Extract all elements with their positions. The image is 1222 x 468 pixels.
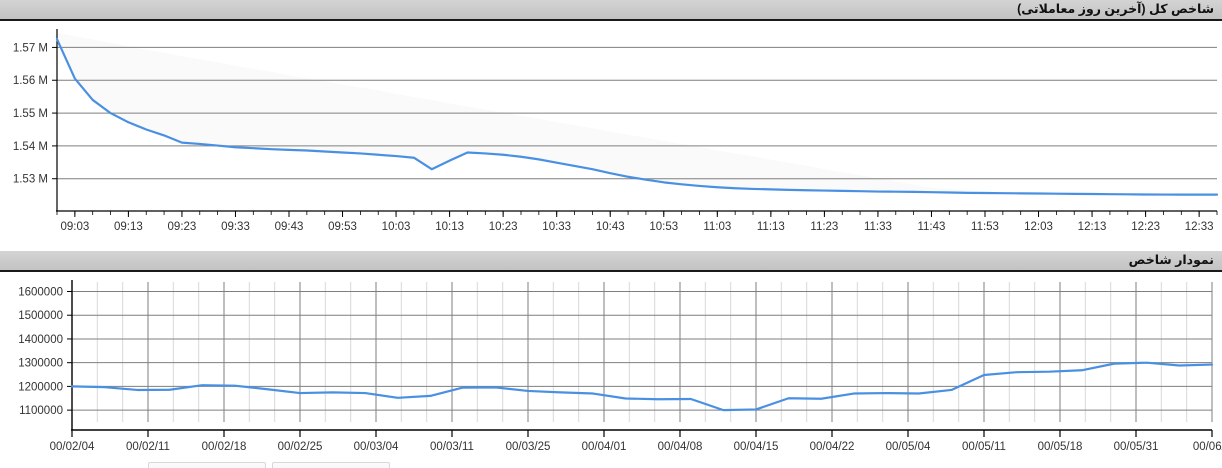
- x-tick-label: 09:23: [168, 221, 197, 233]
- y-tick-label: 1.57 M: [13, 42, 48, 54]
- y-tick-label: 1200000: [18, 381, 63, 393]
- intraday-index-chart[interactable]: 1.53 M 1.54 M 1.55 M 1.56 M 1.57 M 09:03 09:13…: [0, 23, 1222, 241]
- y-tick-label: 1600000: [18, 286, 63, 298]
- x-tick-label: 00/02/11: [126, 441, 170, 453]
- x-tick-label: 10:03: [382, 221, 411, 233]
- x-tick-label: 12:23: [1131, 221, 1160, 233]
- x-tick-label: 09:43: [275, 221, 304, 233]
- y-tick-label: 1.54 M: [13, 141, 48, 153]
- x-tick-label: 00/05/04: [886, 441, 931, 453]
- y-tick-label: 1.55 M: [13, 108, 48, 120]
- x-tick-label: 00/05/18: [1038, 441, 1083, 453]
- historical-index-chart-svg[interactable]: 1100000 1200000 1300000 1400000 1500000 16000…: [0, 274, 1222, 460]
- y-tick-label: 1.56 M: [13, 75, 48, 87]
- x-tick-label: 10:33: [542, 221, 571, 233]
- x-tick-label: 00/06/0: [1193, 441, 1222, 453]
- x-tick-label: 11:43: [917, 221, 945, 233]
- partial-widgets-row: [0, 459, 1222, 468]
- x-tick-label: 10:13: [435, 221, 464, 233]
- panel-title-total-index: شاخص کل (آخرین روز معاملاتی): [0, 0, 1222, 21]
- x-tick-label: 00/04/22: [810, 441, 855, 453]
- x-tick-label: 10:23: [489, 221, 518, 233]
- y-tick-label: 1400000: [18, 334, 63, 346]
- x-tick-label: 00/03/04: [354, 441, 399, 453]
- x-tick-label: 00/04/08: [658, 441, 703, 453]
- x-tick-label: 12:33: [1185, 221, 1214, 233]
- x-tick-label: 11:23: [810, 221, 838, 233]
- x-tick-label: 00/05/31: [1114, 441, 1159, 453]
- x-tick-label: 00/02/18: [202, 441, 247, 453]
- y-tick-label: 1300000: [18, 358, 63, 370]
- y-tick-label: 1100000: [19, 405, 63, 417]
- partial-widget-cell[interactable]: [148, 462, 266, 468]
- x-tick-label: 09:13: [114, 221, 143, 233]
- partial-widget-cell[interactable]: [272, 462, 390, 468]
- historical-index-chart[interactable]: 1100000 1200000 1300000 1400000 1500000 16000…: [0, 274, 1222, 460]
- x-tick-label: 00/02/25: [278, 441, 323, 453]
- intraday-index-chart-svg[interactable]: 1.53 M 1.54 M 1.55 M 1.56 M 1.57 M 09:03 09:13…: [0, 23, 1222, 241]
- x-tick-label: 09:03: [60, 221, 89, 233]
- x-tick-label: 11:03: [703, 221, 731, 233]
- y-tick-label: 1.53 M: [13, 174, 48, 186]
- x-tick-label: 00/05/11: [962, 441, 1006, 453]
- index-band-area: [57, 32, 1217, 195]
- x-tick-label: 00/04/01: [582, 441, 627, 453]
- x-tick-label: 10:53: [649, 221, 678, 233]
- x-tick-label: 00/03/25: [506, 441, 551, 453]
- x-tick-label: 00/02/04: [50, 441, 95, 453]
- index-line-series[interactable]: [70, 361, 1214, 412]
- x-tick-label: 10:43: [596, 221, 625, 233]
- x-tick-label: 09:33: [221, 221, 250, 233]
- x-tick-label: 00/03/11: [430, 441, 474, 453]
- panel-title-index-chart: نمودار شاخص: [0, 251, 1222, 272]
- x-tick-label: 12:13: [1078, 221, 1107, 233]
- x-tick-label: 12:03: [1024, 221, 1053, 233]
- x-tick-label: 11:33: [864, 221, 892, 233]
- x-tick-label: 11:13: [757, 221, 785, 233]
- x-tick-label: 09:53: [328, 221, 357, 233]
- index-line-series[interactable]: [55, 38, 1219, 196]
- y-tick-label: 1500000: [18, 310, 63, 322]
- x-tick-label: 11:53: [971, 221, 999, 233]
- x-tick-label: 00/04/15: [734, 441, 779, 453]
